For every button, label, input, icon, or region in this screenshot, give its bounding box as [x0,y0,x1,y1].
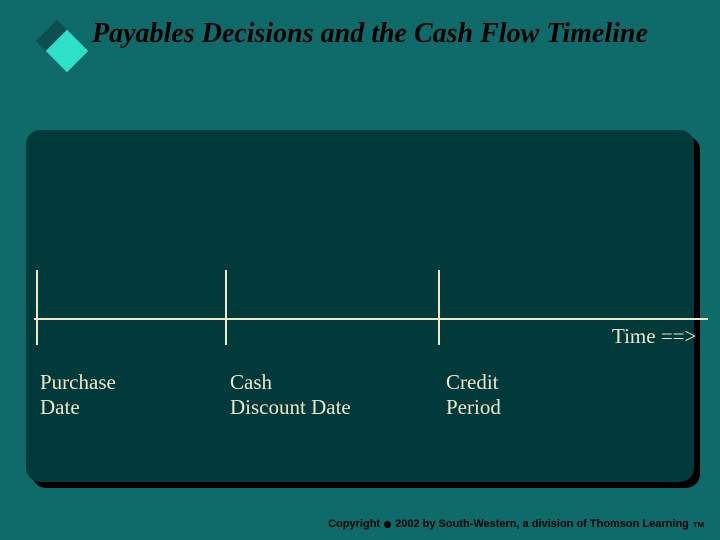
timeline-label-1-line1: Cash [230,370,351,395]
timeline-label-0-line2: Date [40,395,116,420]
timeline-tick-2 [438,270,440,345]
timeline-tick-0 [36,270,38,345]
slide: Payables Decisions and the Cash Flow Tim… [0,0,720,540]
timeline-label-1: Cash Discount Date [230,370,351,420]
content-panel [26,130,694,482]
timeline-label-0: Purchase Date [40,370,116,420]
bullet-icon [384,521,391,528]
timeline-label-0-line1: Purchase [40,370,116,395]
copyright-tm: TM [693,520,704,529]
timeline-label-2-line1: Credit [446,370,501,395]
copyright-line: Copyright 2002 by South-Western, a divis… [328,518,704,530]
timeline-tick-1 [225,270,227,345]
diamond-bullet-icon [40,24,84,68]
slide-title: Payables Decisions and the Cash Flow Tim… [92,18,648,50]
timeline-label-1-line2: Discount Date [230,395,351,420]
timeline-label-2: Credit Period [446,370,501,420]
timeline-axis [34,318,708,320]
copyright-suffix: 2002 by South-Western, a division of Tho… [395,518,689,530]
timeline-label-2-line2: Period [446,395,501,420]
time-arrow-label: Time ==> [612,324,696,349]
copyright-prefix: Copyright [328,518,380,530]
slide-title-row: Payables Decisions and the Cash Flow Tim… [40,18,680,68]
